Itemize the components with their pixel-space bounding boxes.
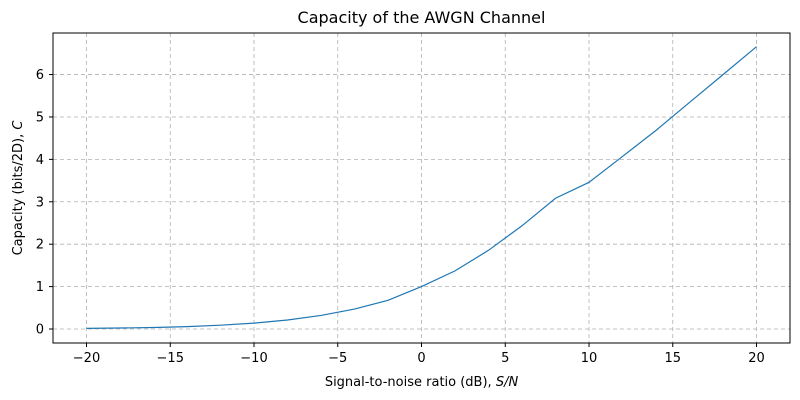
x-axis-label-var: S/N bbox=[496, 375, 519, 390]
x-tick-label: −10 bbox=[240, 351, 267, 366]
y-tick-label: 4 bbox=[36, 153, 44, 168]
y-tick-label: 5 bbox=[36, 110, 44, 125]
ticks-layer: −20 −15 −10 −5 0 5 10 15 20 0 1 2 3 4 5 6 bbox=[36, 68, 765, 366]
x-tick-label: 10 bbox=[581, 351, 598, 366]
series-layer bbox=[86, 46, 757, 330]
capacity-line bbox=[86, 46, 757, 330]
y-axis-label-main: Capacity (bits/2D), bbox=[11, 130, 26, 256]
x-tick-label: −15 bbox=[157, 351, 184, 366]
y-tick-label: 1 bbox=[36, 280, 44, 295]
x-tick-label: 20 bbox=[748, 351, 765, 366]
grid bbox=[53, 33, 790, 343]
x-tick-label: 0 bbox=[417, 351, 425, 366]
x-axis-label-main: Signal-to-noise ratio (dB), bbox=[325, 375, 496, 390]
x-axis-label: Signal-to-noise ratio (dB), S/N bbox=[325, 375, 519, 390]
x-tick-label: −20 bbox=[73, 351, 100, 366]
y-axis-label: Capacity (bits/2D), C bbox=[11, 120, 26, 256]
x-tick-label: 15 bbox=[664, 351, 681, 366]
chart-title: Capacity of the AWGN Channel bbox=[298, 8, 546, 27]
y-tick-label: 0 bbox=[36, 323, 44, 338]
x-tick-label: −5 bbox=[328, 351, 347, 366]
x-tick-label: 5 bbox=[501, 351, 509, 366]
y-axis-label-var: C bbox=[11, 120, 26, 130]
y-tick-label: 2 bbox=[36, 238, 44, 253]
y-tick-label: 6 bbox=[36, 68, 44, 83]
y-tick-label: 3 bbox=[36, 195, 44, 210]
